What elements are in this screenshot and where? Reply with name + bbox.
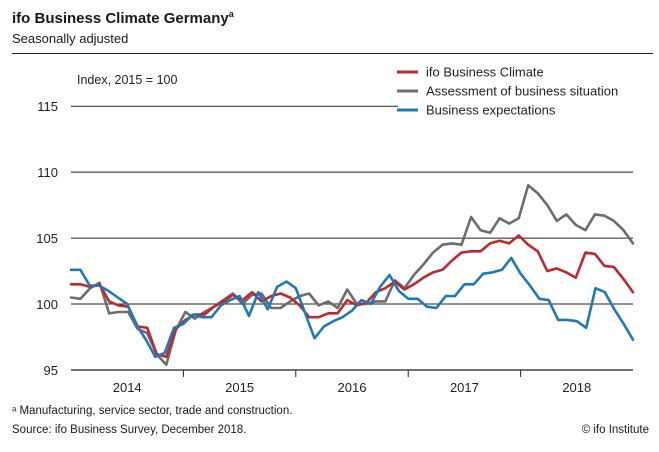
legend-label-situation: Assessment of business situation [426, 84, 618, 99]
series-line-expectations [69, 256, 635, 359]
x-tick-label-2017: 2017 [450, 380, 479, 395]
header-divider [12, 53, 653, 54]
y-tick-label: 105 [36, 231, 58, 246]
x-tick-label-2016: 2016 [338, 380, 367, 395]
y-tick-label: 100 [36, 297, 58, 312]
y-tick-label: 110 [37, 165, 58, 180]
chart-title: ifo Business Climate Germanya [12, 9, 234, 27]
series-line-situation [69, 184, 635, 367]
x-tick-label-2015: 2015 [225, 380, 254, 395]
x-tick-label-2014: 2014 [113, 380, 142, 395]
y-tick-label: 95 [44, 363, 58, 378]
legend-label-climate: ifo Business Climate [426, 65, 544, 80]
x-tick-label-2018: 2018 [562, 380, 591, 395]
chart-subtitle: Seasonally adjusted [12, 31, 129, 46]
footnote: ᵃ Manufacturing, service sector, trade a… [12, 405, 293, 417]
series-line-climate [69, 234, 635, 359]
legend-label-expectations: Business expectations [426, 103, 556, 118]
copyright-credit: © ifo Institute [581, 424, 649, 436]
source-note: Source: ifo Business Survey, December 20… [12, 424, 247, 436]
title-footnote-marker: a [228, 9, 234, 19]
y-tick-label: 115 [37, 99, 58, 114]
index-label: Index, 2015 = 100 [77, 73, 177, 87]
